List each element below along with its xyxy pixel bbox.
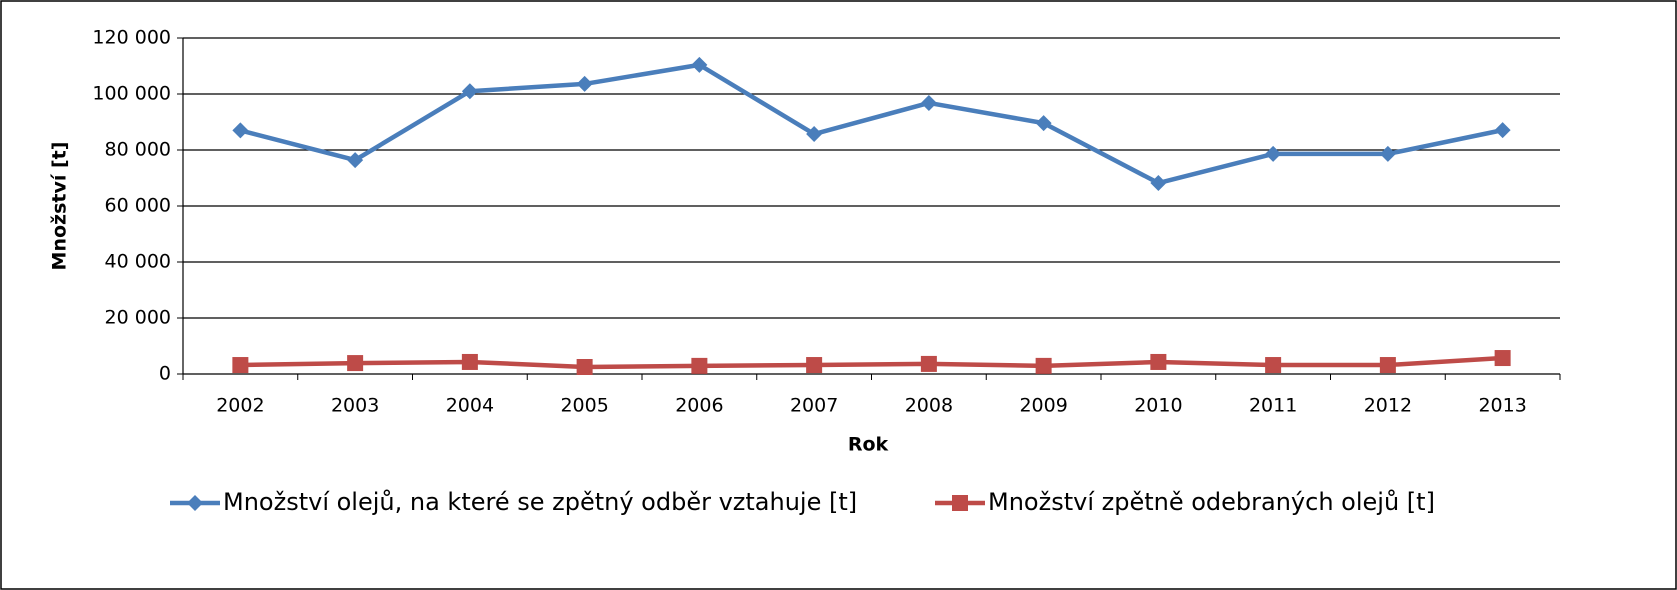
x-tick-label: 2003	[331, 395, 379, 417]
x-tick-label: 2005	[560, 395, 608, 417]
x-tick-label: 2012	[1364, 395, 1412, 417]
marker	[232, 357, 249, 374]
marker	[1150, 353, 1167, 370]
marker	[576, 359, 593, 375]
marker	[1035, 115, 1052, 132]
marker	[461, 353, 478, 370]
x-axis-title: Rok	[848, 434, 889, 456]
marker	[461, 83, 478, 100]
marker	[1150, 175, 1167, 192]
marker	[806, 357, 823, 374]
marker	[232, 122, 249, 139]
legend-marker	[187, 495, 203, 511]
y-tick-label: 120 000	[92, 27, 171, 49]
x-tick-label: 2008	[905, 395, 953, 417]
marker	[1379, 145, 1396, 162]
marker	[806, 126, 823, 143]
y-tick-label: 60 000	[105, 195, 171, 217]
x-tick-label: 2006	[675, 395, 723, 417]
marker	[920, 355, 937, 372]
marker	[1265, 357, 1282, 374]
y-tick-label: 40 000	[105, 251, 171, 273]
marker	[920, 94, 937, 111]
marker	[1494, 122, 1511, 139]
y-tick-label: 80 000	[105, 139, 171, 161]
y-tick-label: 20 000	[105, 307, 171, 329]
legend-marker	[952, 495, 968, 511]
x-tick-label: 2007	[790, 395, 838, 417]
x-tick-label: 2010	[1134, 395, 1182, 417]
marker	[1494, 350, 1511, 367]
marker	[691, 56, 708, 73]
y-tick-label: 0	[159, 363, 171, 385]
marker	[347, 355, 364, 372]
y-tick-label: 100 000	[92, 83, 171, 105]
legend-label: Množství zpětně odebraných olejů [t]	[988, 488, 1435, 516]
series-line	[239, 62, 1504, 186]
marker	[1035, 357, 1052, 374]
marker	[347, 152, 364, 169]
marker	[1379, 357, 1396, 374]
x-tick-label: 2011	[1249, 395, 1297, 417]
x-tick-label: 2013	[1478, 395, 1526, 417]
x-tick-label: 2002	[216, 395, 264, 417]
legend-label: Množství olejů, na které se zpětný odběr…	[223, 488, 857, 516]
series-line	[240, 355, 1503, 370]
marker	[576, 75, 593, 92]
x-tick-label: 2004	[446, 395, 494, 417]
x-tick-label: 2009	[1019, 395, 1067, 417]
marker	[1265, 145, 1282, 162]
y-axis-title: Množství [t]	[49, 142, 71, 271]
marker	[691, 357, 708, 374]
